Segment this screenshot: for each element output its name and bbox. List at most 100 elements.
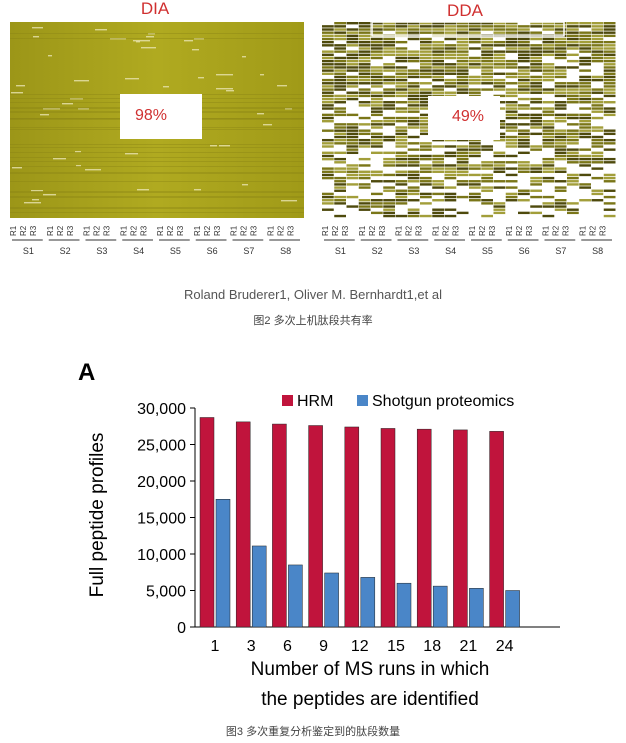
sample-label: S7 [555,246,566,256]
figure3-caption: 图3 多次重复分析鉴定到的肽段数量 [225,726,401,738]
replicate-label: R3 [176,225,185,236]
replicate-label: R2 [276,225,285,236]
sample-label: S6 [519,246,530,256]
replicate-label: R1 [321,225,330,236]
panel-label: A [78,359,95,386]
y-tick-label: 30,000 [137,401,186,418]
bar-shotgun [505,590,520,628]
replicate-label: R3 [29,225,38,236]
replicate-label: R1 [266,225,275,236]
sample-label: S5 [482,246,493,256]
bar-hrm [199,417,215,628]
x-tick-label: 6 [283,638,292,655]
bar-hrm [344,426,360,628]
replicate-label: R1 [578,225,587,236]
sample-label: S3 [96,246,107,256]
bar-hrm [235,421,251,628]
replicate-label: R3 [213,225,222,236]
replicate-label: R1 [193,225,202,236]
replicate-label: R3 [488,225,497,236]
replicate-label: R3 [103,225,112,236]
replicate-label: R2 [478,225,487,236]
replicate-label: R2 [368,225,377,236]
legend: HRM Shotgun proteomics [282,393,514,410]
legend-label-shotgun: Shotgun proteomics [372,393,514,410]
sample-label: S1 [335,246,346,256]
x-tick-label: 15 [387,638,405,655]
sample-label: S3 [408,246,419,256]
replicate-label: R2 [552,225,561,236]
replicate-label: R2 [405,225,414,236]
bar-shotgun [432,585,448,628]
y-ticks: 0 5,000 10,000 15,000 20,000 25,000 30,000 [137,401,195,637]
dia-percent: 98% [135,107,167,124]
bar-hrm [308,425,323,628]
sample-label: S4 [445,246,456,256]
replicate-label: R1 [9,225,18,236]
legend-swatch-shotgun [357,395,368,406]
y-tick-label: 25,000 [137,438,186,455]
y-tick-label: 10,000 [137,547,186,564]
sample-label: S1 [23,246,34,256]
replicate-label: R3 [415,225,424,236]
dda-title: DDA [447,1,484,20]
replicate-label: R1 [358,225,367,236]
x-tick-label: 12 [351,638,369,655]
replicate-label: R1 [542,225,551,236]
replicate-label: R3 [66,225,75,236]
replicate-label: R2 [129,225,138,236]
y-tick-label: 0 [177,620,186,637]
bar-hrm [489,431,504,628]
x-axis-title-line1: Number of MS runs in which [251,659,490,680]
dia-title: DIA [141,0,170,18]
sample-label: S8 [592,246,603,256]
x-ticks: 1 3 6 9 12 15 18 21 24 [211,638,514,655]
replicate-label: R3 [451,225,460,236]
author-credit: Roland Bruderer1, Oliver M. Bernhardt1,e… [184,287,442,302]
replicate-label: R1 [395,225,404,236]
replicate-label: R1 [83,225,92,236]
bar-shotgun [360,577,376,628]
replicate-label: R1 [119,225,128,236]
y-axis-title: Full peptide profiles [87,433,108,598]
y-tick-label: 15,000 [137,511,186,528]
dda-percent: 49% [452,108,484,125]
bar-hrm [453,429,468,628]
sample-label: S4 [133,246,144,256]
x-tick-label: 24 [496,638,514,655]
dia-percent-box: 98% [120,94,202,139]
replicate-label: R1 [468,225,477,236]
replicate-label: R2 [515,225,524,236]
legend-label-hrm: HRM [297,393,333,410]
replicate-label: R3 [525,225,534,236]
replicate-label: R1 [431,225,440,236]
replicate-label: R3 [341,225,350,236]
bar-shotgun [215,499,231,628]
bar-shotgun [324,572,339,628]
bar-shotgun [469,588,484,628]
replicate-label: R2 [331,225,340,236]
bar-shotgun [396,582,412,628]
bars [199,417,520,628]
figure2-caption: 图2 多次上机肽段共有率 [253,315,373,327]
bar-hrm [416,428,432,628]
x-tick-label: 18 [423,638,441,655]
replicate-label: R2 [166,225,175,236]
x-tick-label: 3 [247,638,256,655]
x-axis-title-line2: the peptides are identified [261,689,479,710]
replicate-label: R1 [505,225,514,236]
replicate-label: R1 [156,225,165,236]
replicate-label: R2 [93,225,102,236]
x-tick-label: 1 [211,638,220,655]
y-tick-label: 5,000 [146,584,186,601]
replicate-label: R2 [441,225,450,236]
bar-shotgun [251,545,267,628]
legend-swatch-hrm [282,395,293,406]
replicate-label: R3 [598,225,607,236]
replicate-label: R3 [139,225,148,236]
sample-label: S2 [60,246,71,256]
sample-label: S6 [207,246,218,256]
